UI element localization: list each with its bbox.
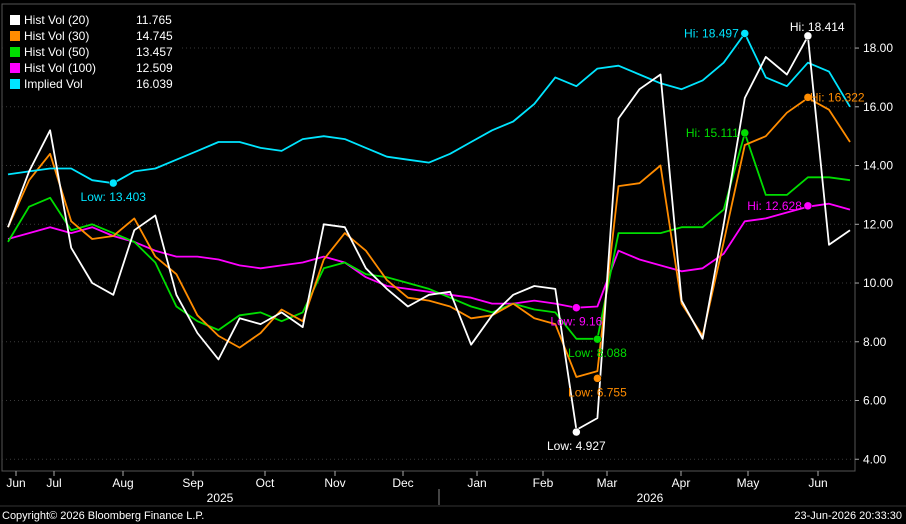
series-line [7,32,851,185]
plot-frame [1,3,856,472]
legend-value: 12.509 [136,61,173,75]
x-tick-label: May [737,476,760,490]
legend-value: 13.457 [136,45,173,59]
y-tick-label: 18.00 [863,41,893,55]
annotation-label: Low: 6.755 [568,385,627,399]
x-year-label: 2026 [637,491,664,505]
y-tick-label: 16.00 [863,100,893,114]
copyright-text: Copyright© 2026 Bloomberg Finance L.P. [2,510,205,522]
annotation-marker [803,201,813,211]
annotation-label: Hi: 12.628 [747,199,802,213]
annotation-marker [803,31,813,41]
x-tick-label: Nov [324,476,345,490]
legend-item[interactable]: Hist Vol (20) 11.765 [10,12,176,28]
legend-label: Hist Vol (100) [24,61,97,75]
x-tick-label: Jun [808,476,827,490]
x-tick-label: Sep [182,476,204,490]
annotation-label: Hi: 18.497 [684,26,739,40]
legend-swatch-hist-vol-20 [10,15,20,25]
legend-value: 16.039 [136,77,173,91]
x-tick-label: Mar [597,476,618,490]
x-tick-label: Feb [533,476,554,490]
x-tick-label: Dec [392,476,413,490]
x-tick-label: Jul [46,476,61,490]
annotation-marker [740,128,749,138]
annotation-marker [803,93,813,102]
legend-item[interactable]: Hist Vol (30) 14.745 [10,28,176,44]
x-tick-label: Jun [6,476,25,490]
annotation-label: Low: 9.16 [550,315,602,329]
y-tick-label: 8.00 [863,335,887,349]
annotation-label: Low: 13.403 [81,190,147,204]
legend-item[interactable]: Implied Vol 16.039 [10,76,176,92]
x-tick-label: Oct [256,476,275,490]
legend-swatch-implied-vol [10,79,20,89]
y-tick-label: 6.00 [863,394,887,408]
legend-swatch-hist-vol-50 [10,47,20,57]
annotation-label: Hi: 16.322 [810,90,865,104]
x-year-label: 2025 [207,491,234,505]
y-tick-label: 4.00 [863,452,887,466]
legend-label: Hist Vol (50) [24,45,90,59]
y-tick-label: 14.00 [863,159,893,173]
y-tick-label: 12.00 [863,217,893,231]
annotation-marker [740,29,749,38]
x-tick-label: Jan [467,476,486,490]
legend-item[interactable]: Hist Vol (50) 13.457 [10,44,176,60]
legend-value: 14.745 [136,29,173,43]
legend-item[interactable]: Hist Vol (100) 12.509 [10,60,176,76]
legend-swatch-hist-vol-100 [10,63,20,73]
x-tick-label: Apr [672,476,691,490]
legend-value: 11.765 [136,13,172,27]
annotation-label: Low: 4.927 [547,439,606,453]
annotation-marker [572,303,581,312]
annotation-marker [572,427,581,437]
series-line [7,202,851,309]
annotation-marker [109,178,118,188]
annotation-marker [593,334,602,344]
series-line [7,35,851,431]
legend: Hist Vol (20) 11.765 Hist Vol (30) 14.74… [6,10,180,95]
legend-label: Hist Vol (20) [24,13,90,27]
annotation-label: Hi: 18.414 [790,20,845,34]
annotation-label: Hi: 15.111 [686,126,739,140]
annotation-marker [593,374,602,383]
series-line [7,132,851,340]
y-tick-label: 10.00 [863,276,893,290]
legend-label: Implied Vol [24,77,83,91]
legend-swatch-hist-vol-30 [10,31,20,41]
legend-label: Hist Vol (30) [24,29,90,43]
timestamp-text: 23-Jun-2026 20:33:30 [794,510,902,522]
x-tick-label: Aug [112,476,133,490]
annotation-label: Low: 8.088 [568,346,627,360]
